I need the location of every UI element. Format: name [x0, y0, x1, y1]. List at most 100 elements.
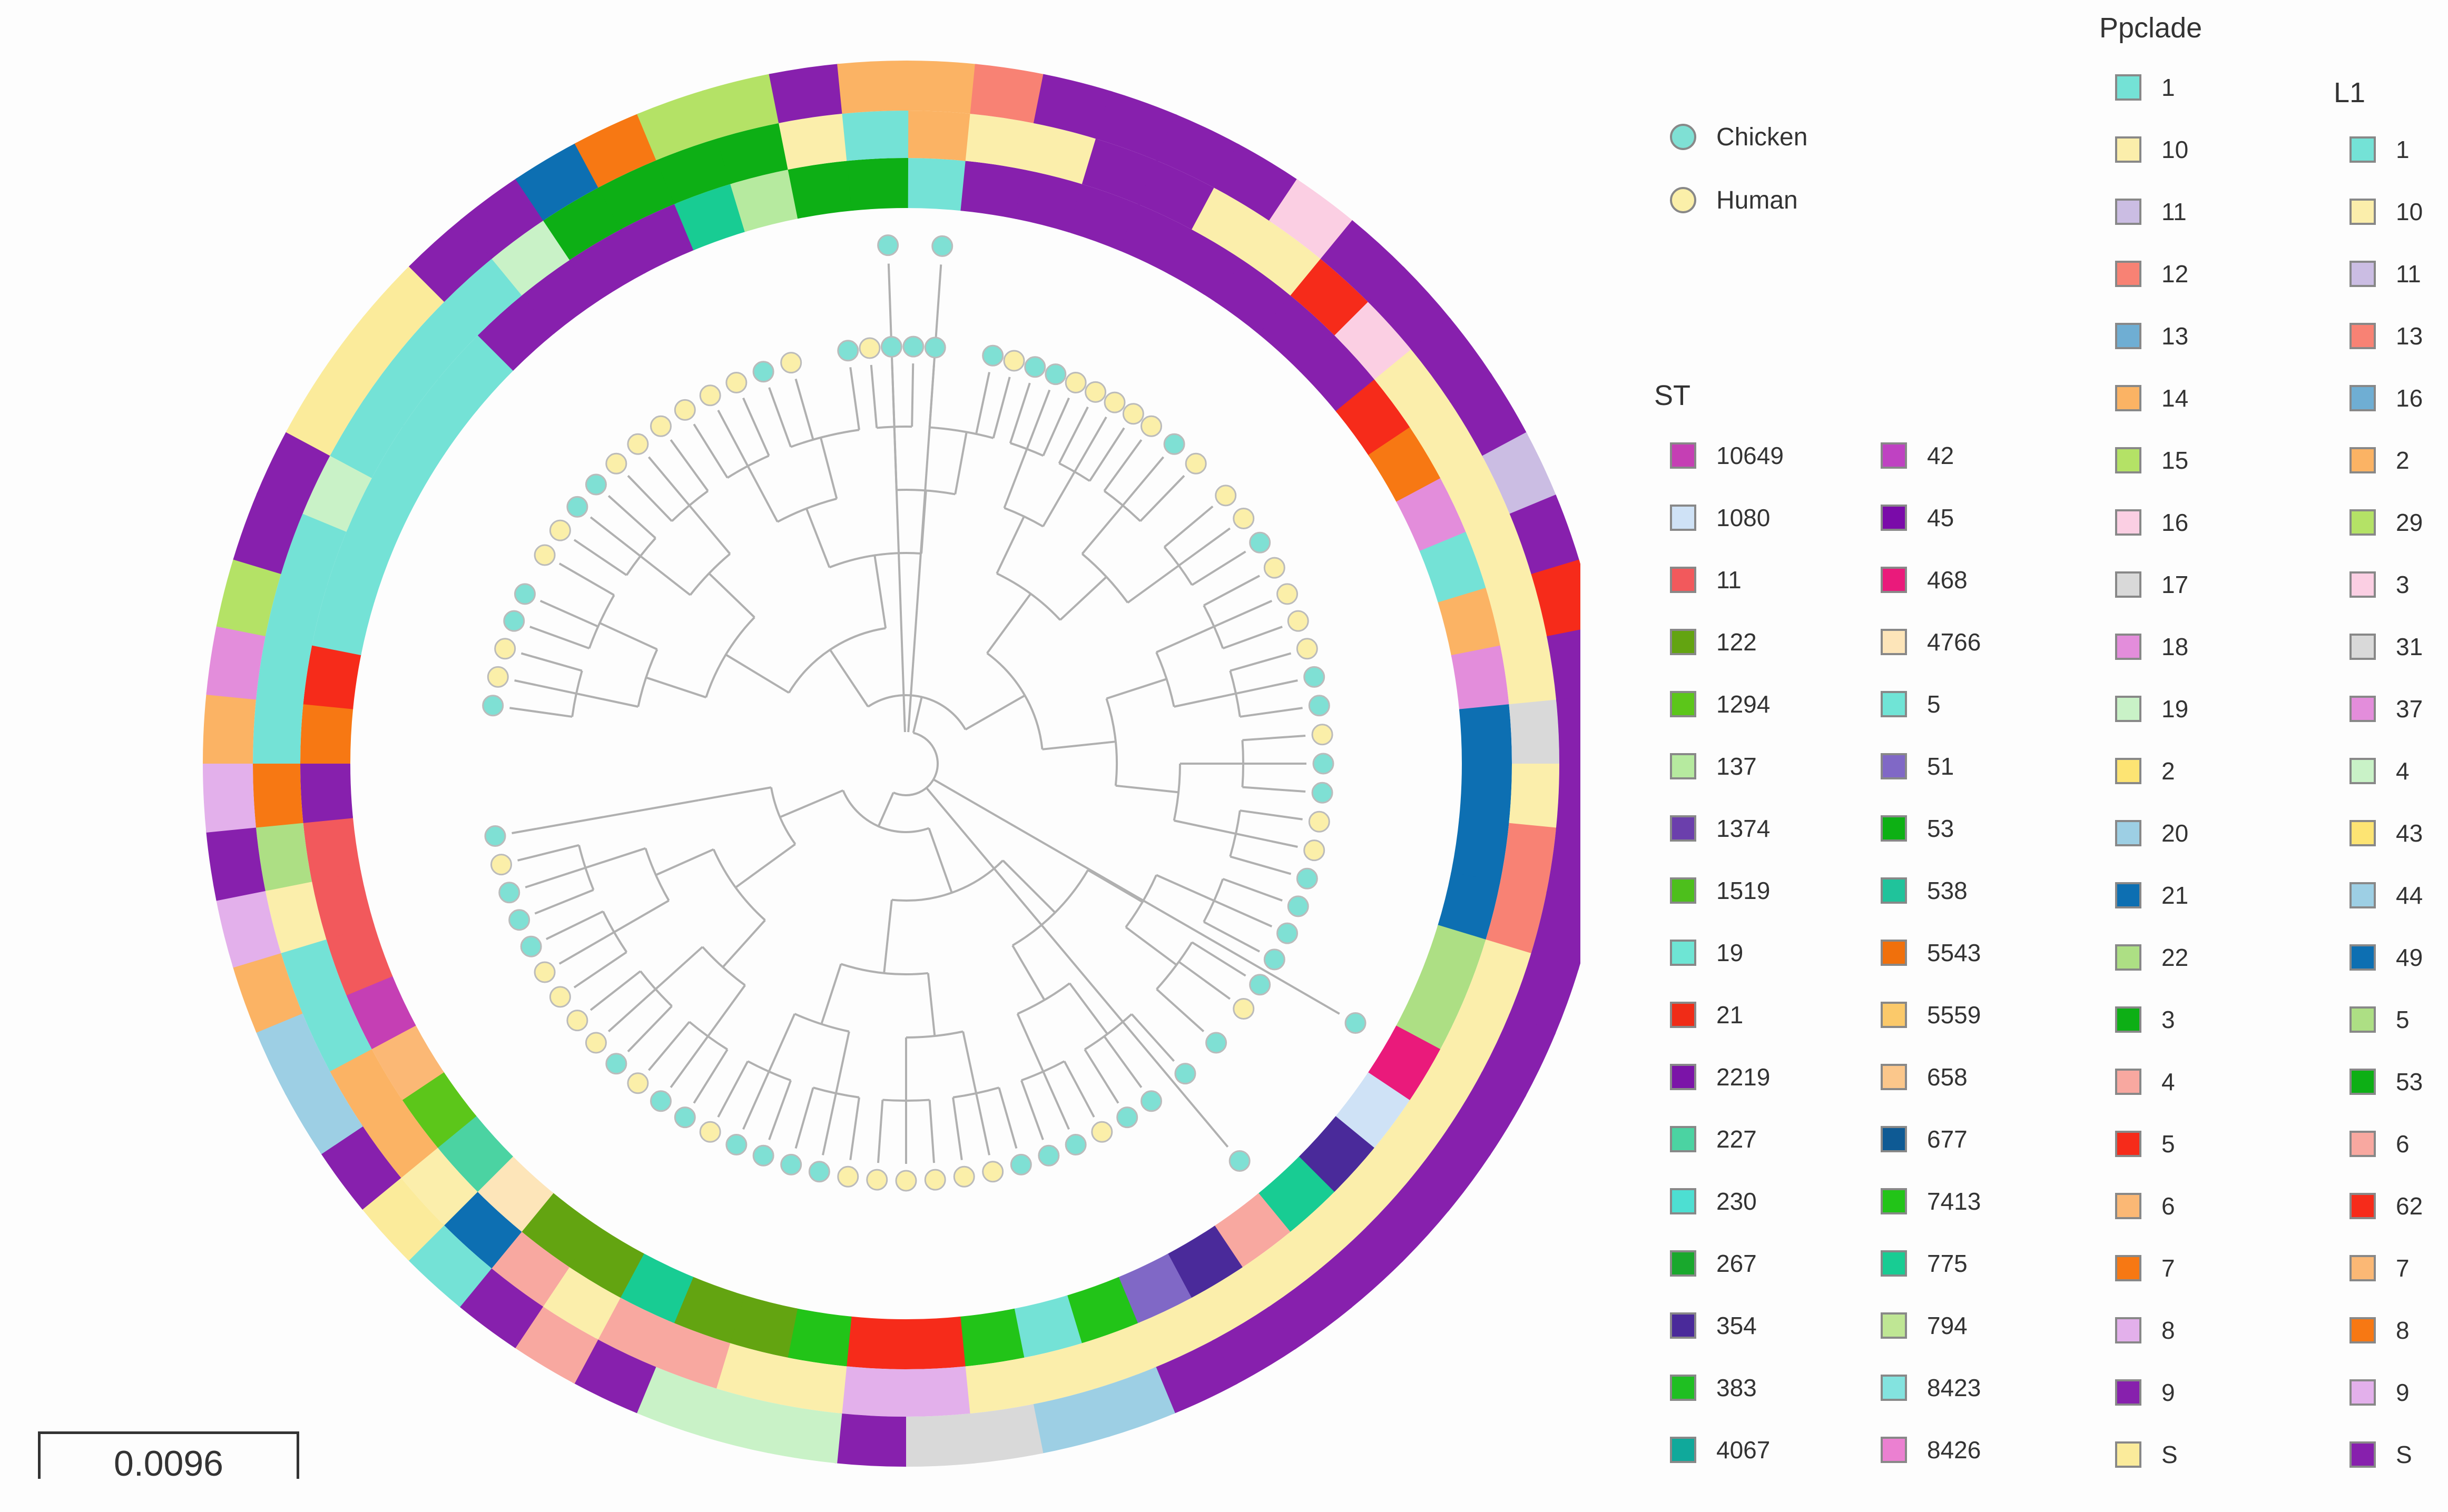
legend-item: 4766 [1881, 611, 1981, 673]
legend-label: 1519 [1716, 877, 1771, 904]
ring-segment-inner [300, 761, 353, 823]
legend-label: 5 [2396, 1006, 2410, 1033]
ring-segment-inner [1419, 531, 1487, 605]
legend-label: 2219 [1716, 1063, 1771, 1091]
branch-line [1213, 900, 1273, 927]
branch-line [907, 264, 942, 733]
ring-segment-middle [596, 1297, 674, 1367]
color-swatch [2115, 74, 2141, 101]
color-swatch [1881, 1437, 1907, 1463]
branch-line [1058, 406, 1089, 464]
color-swatch [2115, 261, 2141, 287]
ring-segment-outer [702, 73, 781, 139]
branch-line [1203, 921, 1260, 953]
ring-segment-outer [1320, 220, 1405, 304]
legend-label: 13 [2396, 322, 2423, 350]
legend-item: 1 [2349, 118, 2423, 181]
color-swatch [2115, 1006, 2141, 1033]
ring-segment-inner [326, 530, 394, 602]
tip-node [1263, 557, 1285, 579]
host-legend-item: Chicken [1670, 105, 1807, 169]
color-swatch [1670, 815, 1696, 842]
ring-segment-inner [1117, 1253, 1192, 1324]
legend-item: 122 [1670, 611, 1784, 673]
tip-node [982, 344, 1004, 367]
legend-label: 3 [2396, 571, 2410, 598]
legend-label: 230 [1716, 1188, 1757, 1215]
ring-segment-middle [301, 993, 372, 1072]
ring-segment-middle [444, 257, 524, 335]
branch-line [1103, 1035, 1143, 1089]
legend-item: 775 [1881, 1232, 1981, 1294]
ring-segment-inner [1014, 170, 1084, 233]
ring-segment-outer [216, 557, 282, 637]
color-swatch [1881, 1250, 1907, 1277]
branch-line [1191, 550, 1246, 586]
color-swatch [2349, 1317, 2376, 1343]
branch-line [912, 696, 923, 734]
branch-line [509, 707, 573, 718]
branch-line [517, 844, 579, 862]
ring-segment-outer [1448, 1071, 1527, 1157]
ring-segment-middle [541, 1266, 621, 1340]
legend-item: 11 [2349, 243, 2423, 305]
tip-node [1344, 1012, 1366, 1034]
tip-node [1141, 1090, 1163, 1112]
branch-line [607, 495, 656, 539]
legend-item: 21 [1670, 984, 1784, 1046]
tip-node [487, 666, 509, 688]
l1-legend-title: L1 [2334, 77, 2366, 108]
color-swatch [2115, 1255, 2141, 1281]
branch-arc [893, 732, 939, 796]
ring-segment-inner [1437, 872, 1500, 942]
legend-item: 42 [1881, 424, 1981, 487]
branch-arc [867, 694, 967, 730]
legend-label: 16 [2396, 384, 2423, 412]
ring-segment-middle [842, 111, 909, 161]
ring-segment-inner [674, 183, 747, 251]
tip-node [1228, 1150, 1251, 1172]
tip-node [877, 234, 899, 256]
legend-label: 11 [2396, 260, 2421, 288]
legend-label: 21 [1716, 1001, 1744, 1029]
color-swatch [1881, 1312, 1907, 1339]
legend-item: 5 [1881, 673, 1981, 735]
color-swatch [2115, 882, 2141, 908]
color-swatch [2349, 1379, 2376, 1406]
ring-segment-inner [520, 1192, 597, 1268]
tip-node [1276, 922, 1299, 944]
ring-segment-middle [280, 937, 347, 1014]
legend-item: 230 [1670, 1170, 1784, 1232]
legend-label: 19 [2161, 695, 2189, 723]
legend-item: 16 [2115, 491, 2188, 554]
branch-arc [1156, 942, 1193, 990]
legend-label: 10 [2161, 136, 2189, 163]
branch-line [1127, 565, 1179, 604]
tip-node [1233, 507, 1255, 529]
legend-label: 43 [2396, 819, 2423, 847]
legend-label: 12 [2161, 260, 2189, 288]
tip-node [1205, 1032, 1227, 1054]
chicken-dot-icon [1670, 124, 1696, 150]
legend-item: 8423 [1881, 1357, 1981, 1419]
legend-label: 468 [1927, 566, 1968, 594]
legend-item: 5543 [1881, 922, 1981, 984]
ring-segment-inner [476, 1155, 554, 1232]
color-swatch [2349, 571, 2376, 598]
branch-line [1087, 869, 1143, 903]
ring-segment-inner [569, 228, 646, 302]
tip-node [1303, 839, 1325, 862]
tip-node [780, 1153, 802, 1175]
tip-node [650, 415, 672, 437]
legend-item: 5 [2115, 1113, 2188, 1175]
branch-line [1042, 1071, 1070, 1130]
legend-item: 1294 [1670, 673, 1784, 735]
legend-item: 21 [2115, 864, 2188, 926]
color-swatch [2349, 261, 2376, 287]
legend-item: 383 [1670, 1357, 1784, 1419]
tip-node [924, 337, 946, 359]
legend-item: 468 [1881, 549, 1981, 611]
branch-line [742, 397, 770, 457]
tip-node [982, 1161, 1004, 1183]
tip-node [752, 361, 774, 383]
